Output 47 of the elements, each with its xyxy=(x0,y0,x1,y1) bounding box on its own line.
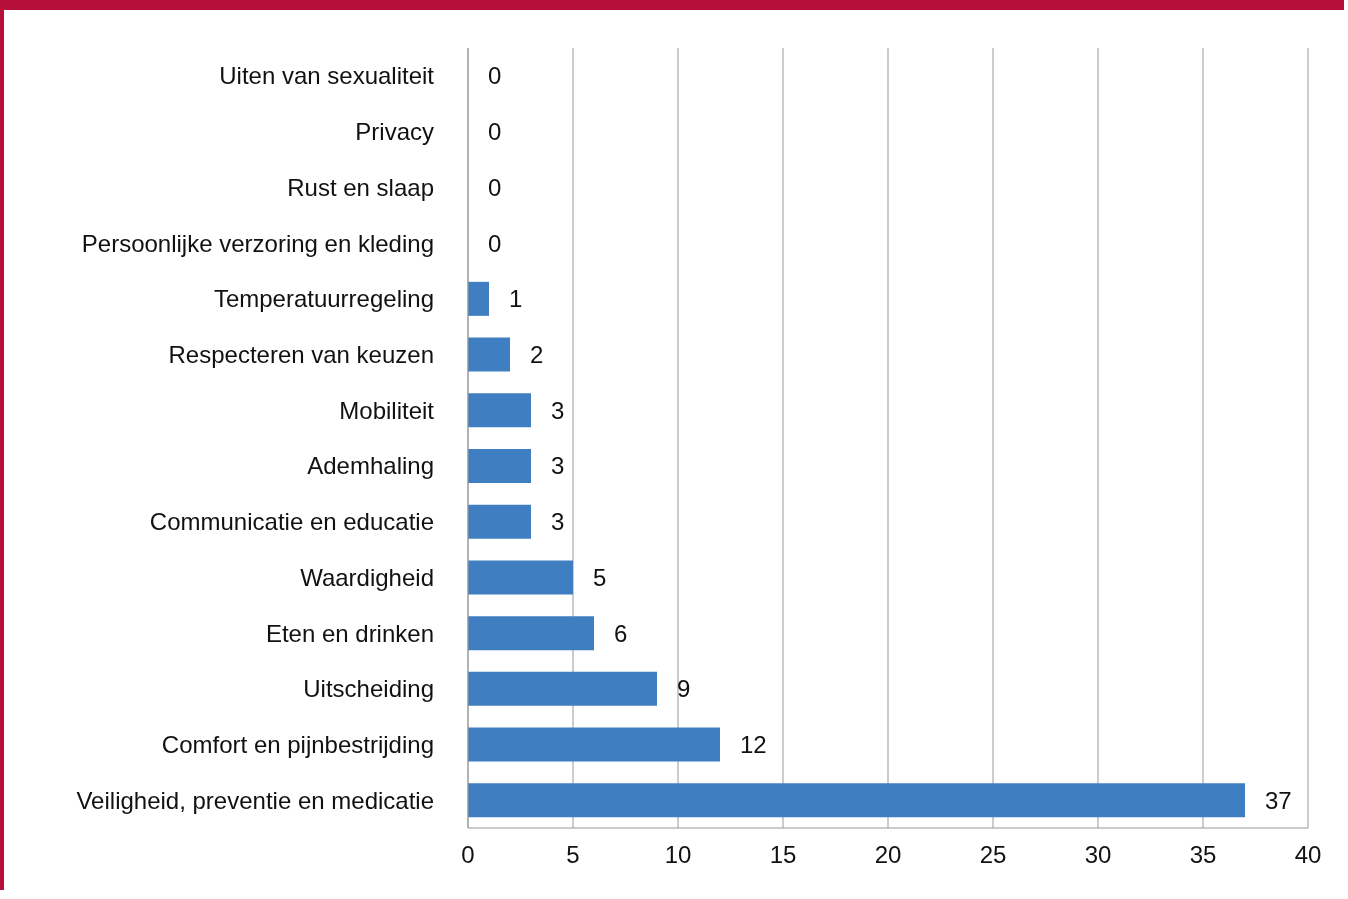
x-tick-label: 15 xyxy=(769,841,797,869)
x-tick-label: 20 xyxy=(874,841,902,869)
y-tick-label: Comfort en pijnbestrijding xyxy=(161,730,434,758)
data-label: 2 xyxy=(530,340,544,368)
y-tick-label: Respecteren van keuzen xyxy=(168,340,434,368)
y-tick-label: Ademhaling xyxy=(307,452,434,480)
bar xyxy=(468,727,720,762)
y-tick-label: Veiligheid, preventie en medicatie xyxy=(76,786,434,814)
data-label: 0 xyxy=(488,62,502,90)
data-label: 3 xyxy=(551,452,565,480)
data-label: 6 xyxy=(614,619,628,647)
data-label: 5 xyxy=(593,563,607,591)
bar xyxy=(468,560,573,595)
x-tick-label: 10 xyxy=(664,841,692,869)
y-tick-label: Uitscheiding xyxy=(303,675,434,703)
data-label: 37 xyxy=(1265,786,1292,814)
bar xyxy=(468,616,594,651)
data-label: 0 xyxy=(488,118,502,146)
y-tick-label: Waardigheid xyxy=(300,563,434,591)
y-tick-label: Temperatuurregeling xyxy=(213,285,434,313)
data-label: 0 xyxy=(488,173,502,201)
data-label: 1 xyxy=(509,285,523,313)
x-tick-label: 25 xyxy=(979,841,1007,869)
y-tick-label: Communicatie en educatie xyxy=(149,508,434,536)
bar xyxy=(468,504,531,539)
y-tick-label: Persoonlijke verzoring en kleding xyxy=(81,229,434,257)
x-tick-label: 0 xyxy=(461,841,475,869)
x-tick-label: 5 xyxy=(566,841,580,869)
data-label: 0 xyxy=(488,229,502,257)
y-tick-label: Mobiliteit xyxy=(339,396,435,424)
y-tick-label: Privacy xyxy=(355,118,434,146)
data-label: 9 xyxy=(677,675,691,703)
x-tick-label: 35 xyxy=(1189,841,1217,869)
bar xyxy=(468,783,1245,818)
x-tick-label: 30 xyxy=(1084,841,1112,869)
bar xyxy=(468,281,489,316)
bar xyxy=(468,337,510,372)
bar xyxy=(468,449,531,483)
bar xyxy=(468,393,531,428)
y-tick-label: Rust en slaap xyxy=(287,173,434,201)
data-label: 12 xyxy=(740,730,767,758)
bar xyxy=(468,671,657,706)
data-label: 3 xyxy=(551,508,565,536)
data-label: 3 xyxy=(551,396,565,424)
y-tick-label: Uiten van sexualiteit xyxy=(219,62,435,90)
y-tick-label: Eten en drinken xyxy=(265,619,434,647)
x-tick-label: 40 xyxy=(1294,841,1322,869)
